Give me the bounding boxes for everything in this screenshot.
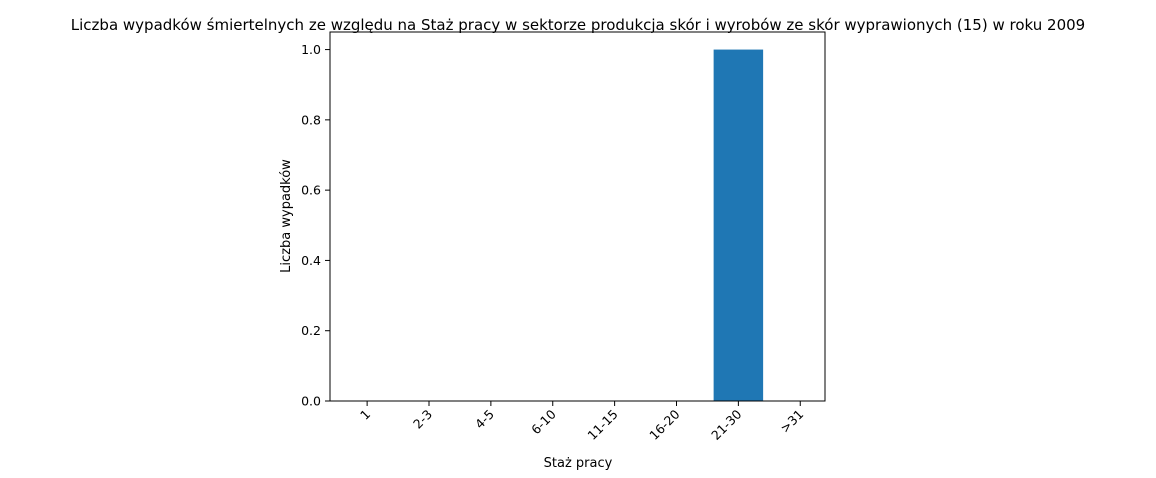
y-tick-label-3: 0.6 xyxy=(301,183,321,198)
bars-group xyxy=(713,49,764,401)
x-axis-ticks: 1 2-3 4-5 6-10 11-15 16-20 21-30 >31 xyxy=(357,401,806,443)
chart-title: Liczba wypadków śmiertelnych ze względu … xyxy=(71,16,1085,34)
x-tick-label-0: 1 xyxy=(357,407,373,423)
x-tick-label-4: 11-15 xyxy=(584,407,620,443)
x-axis-label: Staż pracy xyxy=(544,456,613,471)
y-tick-label-5: 1.0 xyxy=(301,42,321,57)
y-tick-label-1: 0.2 xyxy=(301,323,321,338)
x-tick-label-7: >31 xyxy=(777,407,806,436)
y-tick-label-2: 0.4 xyxy=(301,253,321,268)
x-tick-label-5: 16-20 xyxy=(646,406,682,442)
bar-6 xyxy=(713,49,764,401)
x-tick-label-2: 4-5 xyxy=(472,407,497,432)
y-tick-label-0: 0.0 xyxy=(301,394,321,409)
y-tick-label-4: 0.8 xyxy=(301,112,321,127)
y-axis-ticks: 0.0 0.2 0.4 0.6 0.8 1.0 xyxy=(301,42,330,409)
x-tick-label-6: 21-30 xyxy=(708,406,744,442)
x-tick-label-1: 2-3 xyxy=(410,407,435,432)
plot-frame xyxy=(329,31,826,402)
x-tick-label-3: 6-10 xyxy=(528,406,559,437)
y-axis-label: Liczba wypadków xyxy=(279,159,294,273)
